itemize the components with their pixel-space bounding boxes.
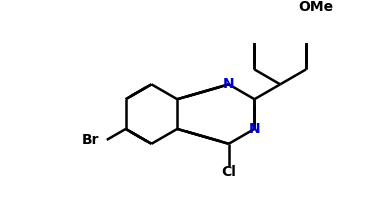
Text: Br: Br: [82, 133, 99, 147]
Text: N: N: [249, 122, 260, 136]
Text: N: N: [223, 77, 235, 91]
Text: Cl: Cl: [221, 165, 236, 179]
Text: OMe: OMe: [299, 0, 334, 14]
